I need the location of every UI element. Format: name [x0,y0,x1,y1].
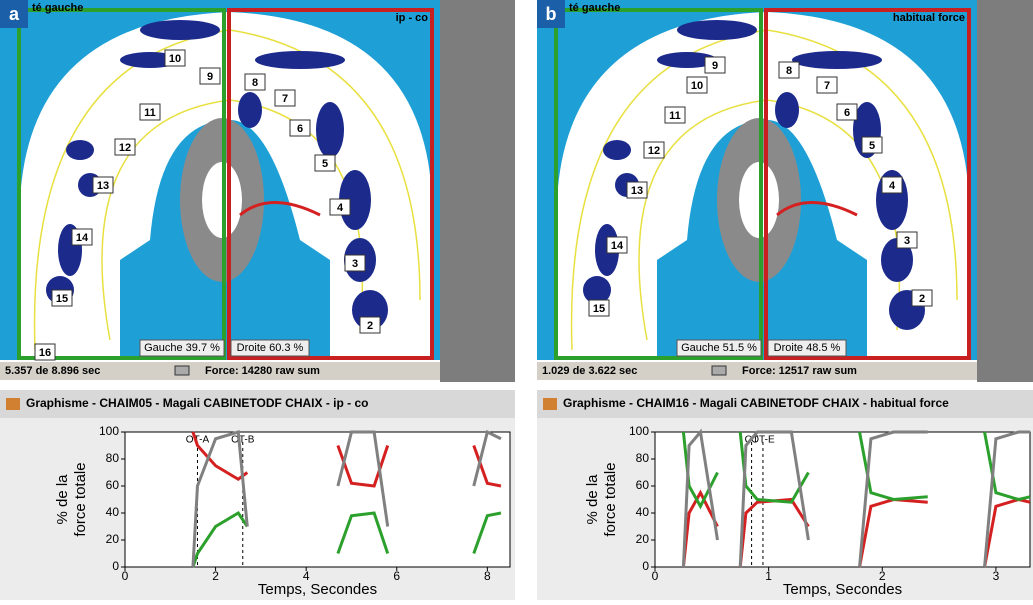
tooth-number: 5 [322,158,328,170]
contact-blob [255,51,345,69]
x-tick-label: 0 [652,569,659,583]
y-axis-label: force totale [602,462,619,536]
tooth-number: 7 [282,93,288,105]
tooth-number: 9 [207,71,213,83]
tooth-number: 8 [252,77,258,89]
y-tick-label: 0 [112,559,119,573]
x-axis-label: Temps, Secondes [783,581,902,598]
tooth-number: 14 [76,232,89,244]
right-share: Droite 48.5 % [774,342,841,354]
status-icon [175,366,189,375]
tooth-number: 2 [919,293,925,305]
tooth-number: 7 [824,80,830,92]
contact-blob [792,51,882,69]
window-icon [6,398,20,410]
tooth-number: 16 [39,347,51,359]
x-tick-label: 1 [765,569,772,583]
x-tick-label: 2 [212,569,219,583]
header-right: habitual force [893,12,965,24]
header-left: té gauche [569,2,620,14]
y-tick-label: 80 [106,451,120,465]
tooth-number: 8 [786,65,792,77]
tooth-number: 11 [144,107,156,119]
y-tick-label: 100 [99,424,119,438]
tooth-number: 10 [691,80,703,92]
force-readout: Force: 12517 raw sum [742,365,857,377]
panel-label: a [9,4,20,24]
contact-blob [140,20,220,40]
window-title: Graphisme - CHAIM05 - Magali CABINETODF … [26,396,368,410]
y-axis-label: % de la [584,474,601,525]
side-gray [977,0,1033,382]
contact-blob [238,92,262,128]
y-tick-label: 0 [642,559,649,573]
tooth-number: 12 [648,145,660,157]
y-axis-label: % de la [54,474,71,525]
window-title: Graphisme - CHAIM16 - Magali CABINETODF … [563,396,949,410]
left-share: Gauche 39.7 % [144,342,220,354]
time-readout: 1.029 de 3.622 sec [542,365,637,377]
tooth-number: 4 [337,202,344,214]
y-tick-label: 40 [636,505,650,519]
tooth-number: 15 [56,293,68,305]
plot-area [125,432,510,567]
panel-label: b [546,4,557,24]
x-tick-label: 6 [393,569,400,583]
y-axis-label: force totale [72,462,89,536]
tooth-number: 15 [593,303,605,315]
x-axis-label: Temps, Secondes [258,581,377,598]
tooth-number: 13 [631,185,643,197]
screenshot: té gaucheip - coa1091112131415168765432G… [0,0,1033,600]
event-label: OT-B [231,435,255,446]
tooth-number: 9 [712,60,718,72]
tooth-number: 5 [869,140,875,152]
tooth-number: 3 [352,258,358,270]
tooth-number: 6 [844,107,850,119]
tooth-number: 2 [367,320,373,332]
window-icon [543,398,557,410]
tooth-number: 10 [169,53,181,65]
tooth-number: 13 [97,180,109,192]
tooth-number: 14 [611,240,624,252]
tooth-number: 3 [904,235,910,247]
time-readout: 5.357 de 8.896 sec [5,365,100,377]
contact-blob [66,140,94,160]
side-gray [440,0,515,382]
y-tick-label: 60 [106,478,120,492]
right-share: Droite 60.3 % [237,342,304,354]
y-tick-label: 60 [636,478,650,492]
contact-blob [603,140,631,160]
y-tick-label: 20 [106,532,120,546]
panel: té gauche ip - co a 10 9 11 12 13 14 15 16 8 7 6 5 4 3 2 G… [0,0,515,600]
x-tick-label: 0 [122,569,129,583]
tooth-number: 6 [297,123,303,135]
contact-blob [316,102,344,158]
contact-blob [775,92,799,128]
x-tick-label: 8 [484,569,491,583]
status-icon [712,366,726,375]
contact-blob [677,20,757,40]
y-tick-label: 80 [636,451,650,465]
y-tick-label: 100 [629,424,649,438]
x-tick-label: 3 [993,569,1000,583]
left-share: Gauche 51.5 % [681,342,757,354]
tooth-number: 12 [119,142,131,154]
header-left: té gauche [32,2,83,14]
force-readout: Force: 14280 raw sum [205,365,320,377]
tooth-number: 11 [669,110,681,122]
y-tick-label: 20 [636,532,650,546]
header-right: ip - co [396,12,429,24]
y-tick-label: 40 [106,505,120,519]
tooth-number: 4 [889,180,896,192]
